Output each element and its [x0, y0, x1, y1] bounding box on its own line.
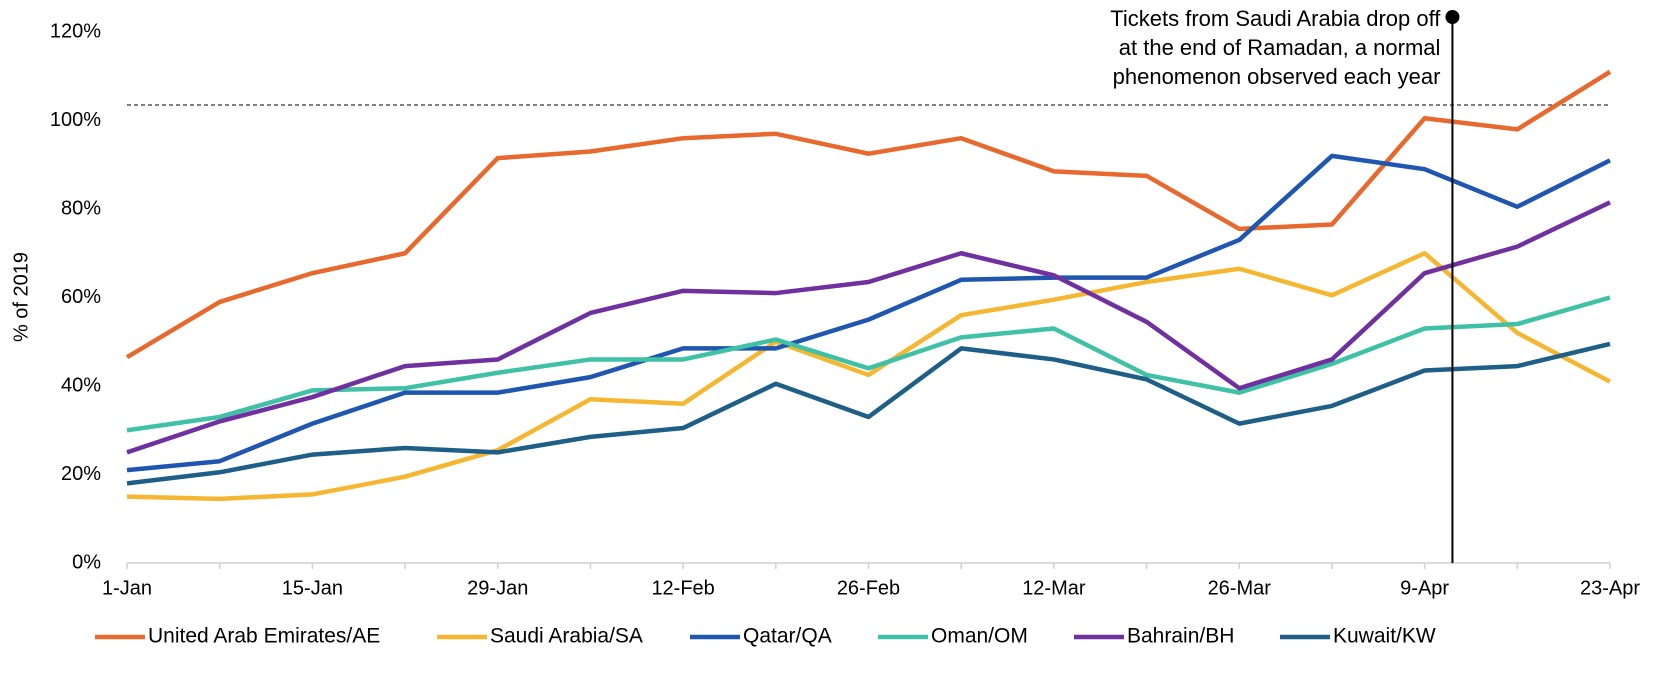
x-tick-label: 9-Apr — [1400, 577, 1449, 599]
x-tick-label: 15-Jan — [282, 577, 343, 599]
x-tick-label: 12-Feb — [651, 577, 714, 599]
annotation-text: phenomenon observed each year — [1113, 64, 1441, 89]
series-line — [126, 341, 1611, 486]
y-tick-label: 100% — [50, 109, 101, 131]
y-tick-label: 120% — [50, 20, 101, 42]
legend-label: Oman/OM — [931, 625, 1028, 648]
legend-label: United Arab Emirates/AE — [148, 625, 380, 648]
legend-label: Qatar/QA — [743, 625, 832, 648]
y-axis-label: % of 2019 — [10, 252, 32, 342]
x-tick-label: 1-Jan — [102, 577, 152, 599]
x-tick-label: 26-Feb — [837, 577, 900, 599]
annotation-dot — [1445, 10, 1460, 24]
series-line — [126, 295, 1611, 433]
series-line — [125, 69, 1612, 360]
annotation-text: Tickets from Saudi Arabia drop off — [1110, 6, 1441, 31]
series-line — [126, 251, 1612, 502]
series-line — [126, 200, 1611, 455]
y-tick-label: 60% — [61, 286, 101, 308]
annotation-text: at the end of Ramadan, a normal — [1119, 35, 1441, 60]
legend-label: Bahrain/BH — [1127, 625, 1234, 648]
legend-label: Kuwait/KW — [1333, 625, 1436, 648]
y-tick-label: 20% — [61, 463, 101, 485]
x-tick-label: 26-Mar — [1208, 577, 1272, 599]
x-tick-label: 23-Apr — [1580, 577, 1640, 599]
x-tick-label: 12-Mar — [1022, 577, 1086, 599]
series-line — [126, 153, 1612, 473]
legend-label: Saudi Arabia/SA — [490, 625, 643, 648]
y-tick-label: 0% — [72, 551, 101, 573]
y-tick-label: 40% — [61, 374, 101, 396]
y-tick-label: 80% — [61, 197, 101, 219]
x-tick-label: 29-Jan — [467, 577, 528, 599]
